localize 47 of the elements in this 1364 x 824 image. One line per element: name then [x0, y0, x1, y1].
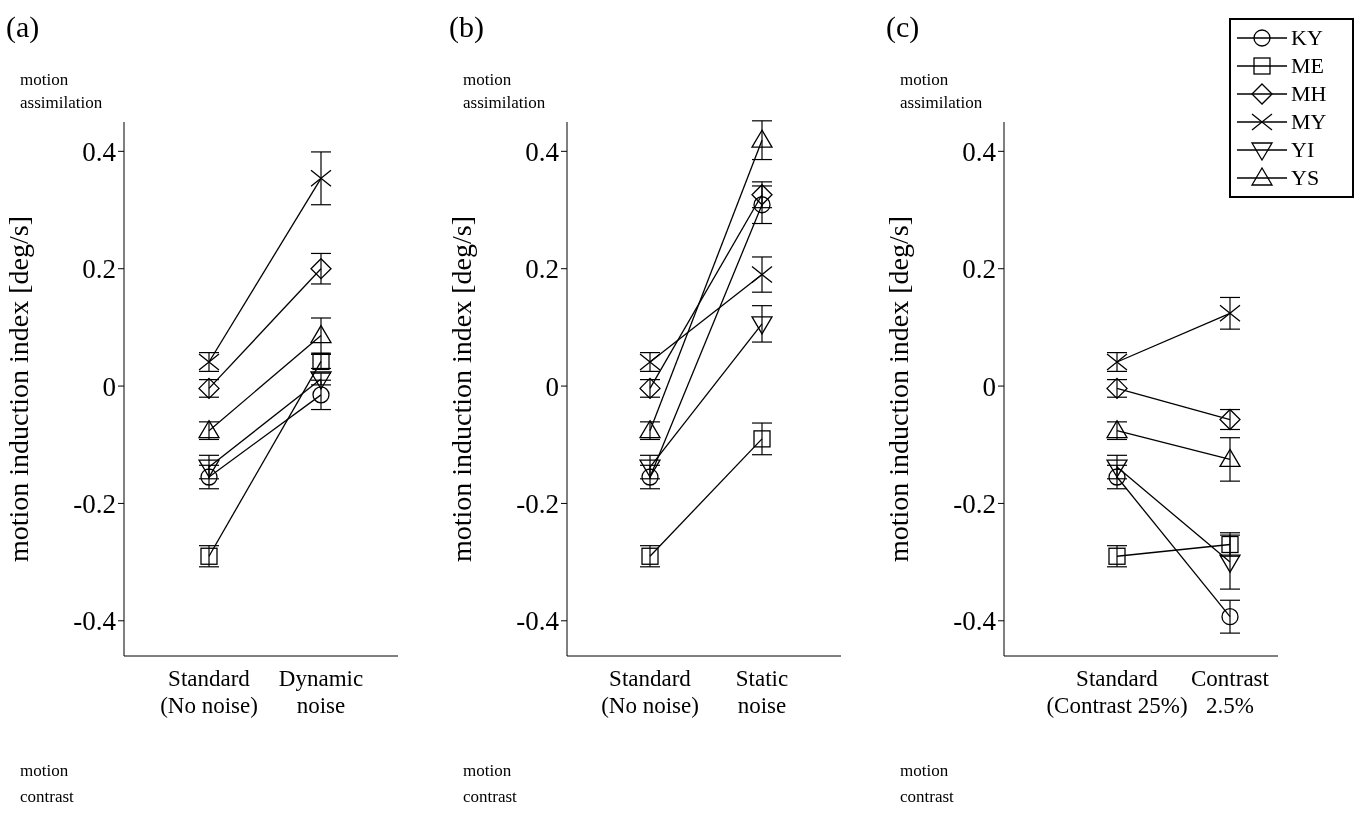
point [751, 265, 773, 284]
y-tick-label: -0.4 [73, 606, 117, 637]
legend-label: MY [1291, 109, 1327, 135]
x-tick-label: Contrast 2.5% [1191, 666, 1270, 718]
point [753, 196, 771, 214]
y-tick-label: 0.2 [525, 254, 559, 285]
x-tick-label: Standard (No noise) [601, 666, 699, 718]
y-axis-title: motion induction index [deg/s] [445, 215, 477, 563]
point [310, 258, 332, 280]
point [753, 430, 771, 448]
chart-title: (a) [6, 10, 40, 44]
y-tick-label: 0 [982, 371, 996, 402]
text: motion assimilation [463, 69, 546, 114]
legend-label: YI [1291, 137, 1315, 163]
point [310, 169, 332, 187]
text: motion contrast [20, 760, 74, 808]
y-tick-label: -0.4 [953, 606, 997, 637]
y-tick-label: 0 [545, 371, 559, 402]
chart-title: (b) [449, 10, 484, 44]
legend-label: ME [1291, 53, 1324, 79]
point [1221, 608, 1239, 626]
text: motion contrast [463, 760, 517, 808]
y-axis-title: motion induction index [deg/s] [2, 215, 34, 563]
y-tick-label: -0.2 [953, 489, 996, 520]
chart-title: (c) [886, 10, 920, 44]
legend-label: YS [1291, 165, 1320, 191]
y-tick-label: -0.4 [516, 606, 560, 637]
y-tick-label: 0.4 [82, 136, 117, 167]
legend-label: KY [1291, 25, 1323, 51]
text: motion contrast [900, 760, 954, 808]
y-tick-label: -0.2 [516, 489, 559, 520]
point [1219, 304, 1241, 322]
text: motion assimilation [900, 69, 983, 114]
y-tick-label: 0.4 [525, 136, 560, 167]
y-tick-label: 0.2 [82, 254, 116, 285]
x-tick-label: Standard (Contrast 25%) [1046, 666, 1188, 718]
text: motion assimilation [20, 69, 103, 114]
point [312, 386, 330, 404]
x-tick-label: Static noise [735, 666, 789, 718]
y-tick-label: 0.4 [962, 136, 997, 167]
x-tick-label: Standard (No noise) [160, 666, 258, 718]
y-tick-label: 0.2 [962, 254, 996, 285]
y-axis-title: motion induction index [deg/s] [882, 215, 914, 563]
y-tick-label: -0.2 [73, 489, 116, 520]
y-tick-label: 0 [102, 371, 116, 402]
legend-label: MH [1291, 81, 1327, 107]
x-tick-label: Dynamic noise [278, 666, 364, 718]
